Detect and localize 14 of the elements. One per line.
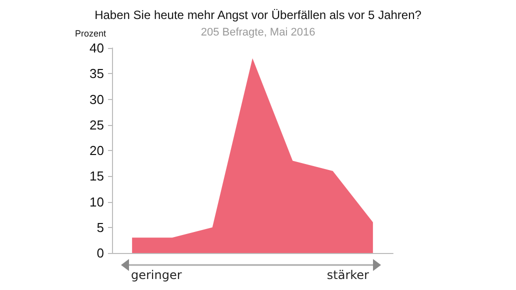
chart-subtitle: 205 Befragte, Mai 2016 (200, 26, 316, 38)
y-tick-label: 40 (90, 40, 104, 56)
y-tick-label: 35 (90, 66, 104, 82)
y-axis-title: Prozent (74, 28, 106, 38)
y-tick-label: 0 (96, 246, 104, 260)
y-tick-label: 10 (90, 194, 104, 210)
chart-title: Haben Sie heute mehr Angst vor Überfällen als vor 5 Jahren? (94, 8, 422, 22)
y-tick-label: 25 (90, 117, 104, 132)
y-tick-label: 5 (96, 220, 104, 235)
y-tick-label: 30 (90, 92, 104, 107)
text: geringer (131, 268, 182, 282)
y-tick-label: 20 (90, 143, 104, 158)
y-tick-label: 15 (90, 168, 104, 184)
text: stärker (326, 268, 369, 282)
